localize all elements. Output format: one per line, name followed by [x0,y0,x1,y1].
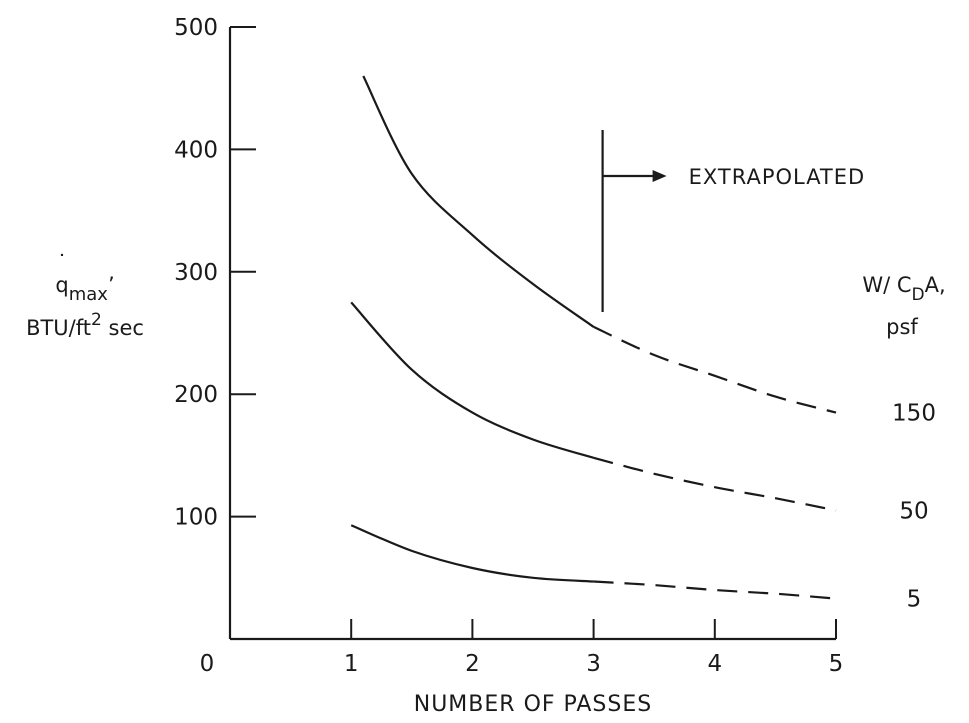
x-tick-label: 2 [465,651,480,677]
series-label-150: 150 [892,401,936,427]
series-line-5-measured [350,524,594,583]
y-tick-label: 300 [174,260,218,286]
x-tick-label: 3 [586,651,601,677]
x-ticks: 1 2 3 4 5 [344,619,843,677]
legend-title-line2: psf [886,315,918,339]
y-axis-title: qmax’ ˙ BTU/ft2 sec [26,251,144,340]
y-tick-label: 200 [174,382,218,408]
y-tick-label: 500 [174,15,218,41]
y-axis-title-units-sup: 2 [91,310,102,330]
y-axis-title-units-trail: sec [102,316,144,340]
legend-title-line1: W/ CDA, [862,273,945,305]
series-line-5-extrapolated [593,580,837,600]
x-tick-label: 4 [707,651,722,677]
series-layer [350,75,837,600]
series-line-150-extrapolated [593,325,837,414]
legend-title-wc: W/ C [862,273,911,297]
y-tick-label: 400 [174,137,218,163]
series-label-5: 5 [907,587,922,613]
series-line-50-measured [350,301,594,459]
legend-title-a: A, [925,273,946,297]
origin-label: 0 [200,651,215,677]
series-line-50-extrapolated [593,456,837,512]
y-tick-label: 100 [174,505,218,531]
legend-title: W/ CDA, psf [862,273,945,339]
x-tick-label: 5 [829,651,844,677]
y-axis-title-symbol: q [55,273,68,297]
series-labels: 150 50 5 [892,401,936,613]
x-tick-label: 1 [344,651,359,677]
series-line-150-measured [362,75,595,328]
x-axis-title: NUMBER OF PASSES [414,692,652,717]
axes [228,27,836,641]
series-label-50: 50 [899,498,928,524]
extrapolation-arrow-head-icon [652,170,667,182]
y-axis-title-line1: qmax’ [55,273,114,305]
y-ticks: 100 200 300 400 500 [174,15,256,531]
y-axis-title-units: BTU/ft2 sec [26,310,144,340]
y-axis-title-dot: ˙ [57,251,68,275]
legend-title-sub: D [912,285,925,305]
extrapolation-label: EXTRAPOLATED [689,165,866,189]
y-axis-title-subscript: max [69,284,109,305]
y-axis-title-units-main: BTU/ft [26,316,91,340]
extrapolation-annotation: EXTRAPOLATED [601,130,866,312]
y-axis-title-comma: ’ [108,273,115,297]
